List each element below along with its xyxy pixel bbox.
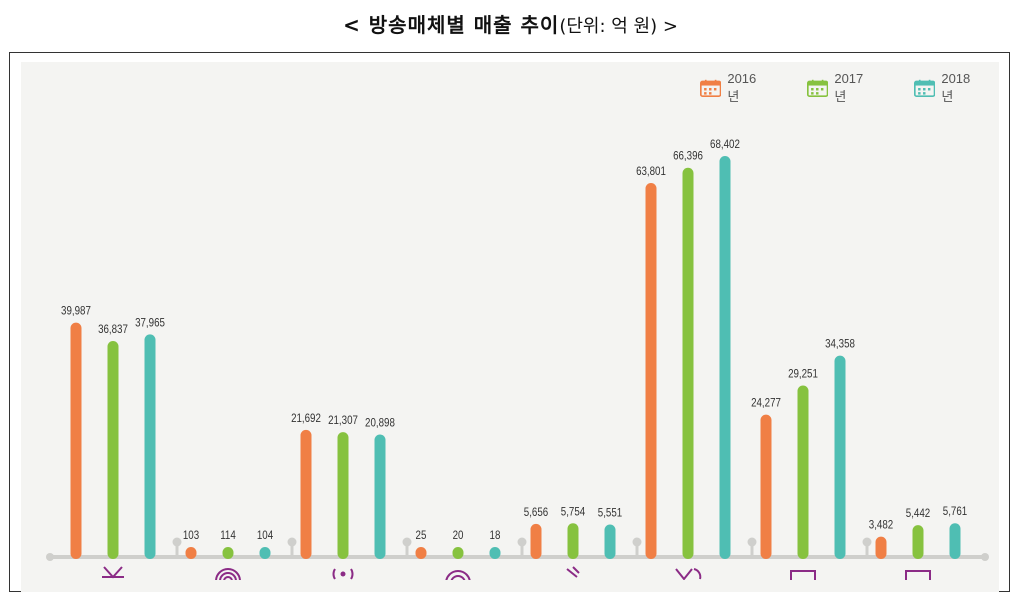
- bar-2018-3: [489, 547, 501, 559]
- data-label-2016-0: 39,987: [61, 305, 91, 318]
- satellite-wave-icon: [445, 570, 471, 580]
- data-label-2018-6: 34,358: [825, 338, 855, 351]
- data-label-2016-7: 3,482: [869, 519, 893, 532]
- data-label-2017-6: 29,251: [788, 368, 818, 381]
- calendar-icon: [914, 79, 936, 98]
- bar-2017-3: [452, 547, 464, 559]
- bar-2018-4: [604, 524, 616, 559]
- bar-chart: 39,987 103 21,692 25 5,656 63,801 24,277 3,482 3…: [46, 138, 989, 580]
- data-label-2016-2: 21,692: [291, 412, 321, 425]
- bar-2018-5: [719, 156, 731, 559]
- bar-2018-1: [259, 547, 271, 559]
- bar-2016-6: [760, 414, 772, 559]
- legend-label-2018: 2018년: [941, 71, 971, 104]
- bar-2017-5: [682, 167, 694, 559]
- data-label-2016-3: 25: [416, 529, 427, 542]
- data-label-2017-3: 20: [453, 529, 464, 542]
- legend-item-2016: 2016년: [700, 71, 761, 104]
- calendar-icon: [700, 79, 722, 98]
- legend-label-2016: 2016년: [727, 71, 757, 104]
- bar-2017-4: [567, 523, 579, 559]
- calendar-icon: [807, 79, 829, 98]
- data-label-2016-5: 63,801: [636, 165, 666, 178]
- data-label-2018-1: 104: [257, 529, 273, 542]
- data-label-2017-1: 114: [220, 529, 236, 542]
- legend-label-2017: 2017년: [834, 71, 864, 104]
- group-separator-head: [402, 537, 412, 547]
- data-label-2018-5: 68,402: [710, 138, 740, 151]
- monitor-icon: [790, 570, 816, 580]
- group-separator-head: [172, 537, 182, 547]
- bar-2016-2: [300, 429, 312, 559]
- legend-item-2018: 2018년: [914, 71, 975, 104]
- bar-2018-7: [949, 523, 961, 559]
- group-separator-head: [862, 537, 872, 547]
- bar-2016-3: [415, 547, 427, 559]
- bar-2018-2: [374, 434, 386, 559]
- group-separator-head: [747, 537, 757, 547]
- bar-2016-7: [875, 536, 887, 559]
- bar-2016-1: [185, 547, 197, 559]
- data-label-2017-5: 66,396: [673, 150, 703, 163]
- data-label-2017-4: 5,754: [561, 506, 585, 519]
- group-separator-head: [517, 537, 527, 547]
- bar-2017-1: [222, 547, 234, 559]
- data-label-2016-1: 103: [183, 529, 199, 542]
- axis-end-dot: [46, 553, 54, 561]
- radio-wave-icon: [215, 568, 241, 580]
- broadcast-icon: [332, 568, 354, 580]
- legend-item-2017: 2017년: [807, 71, 868, 104]
- bar-2017-7: [912, 525, 924, 559]
- tv-antenna-icon: [102, 566, 124, 579]
- bar-2017-2: [337, 432, 349, 559]
- data-label-2016-4: 5,656: [524, 506, 548, 519]
- group-separator-head: [287, 537, 297, 547]
- satellite-dish-icon: [566, 566, 580, 578]
- bar-2017-6: [797, 385, 809, 559]
- data-label-2018-7: 5,761: [943, 506, 967, 519]
- data-label-2017-0: 36,837: [98, 323, 128, 336]
- axis-end-dot: [981, 553, 989, 561]
- data-label-2016-6: 24,277: [751, 397, 781, 410]
- cable-wave-icon: [675, 568, 702, 580]
- data-label-2018-2: 20,898: [365, 417, 395, 430]
- bar-2018-6: [834, 355, 846, 559]
- chart-title: < 방송매체별 매출 추이(단위: 억 원) >: [0, 8, 1021, 42]
- group-separator-head: [632, 537, 642, 547]
- bar-2018-0: [144, 334, 156, 559]
- bar-2016-5: [645, 182, 657, 560]
- screen-icon: [905, 570, 931, 580]
- bar-2016-4: [530, 523, 542, 559]
- bar-2017-0: [107, 341, 119, 559]
- data-label-2017-2: 21,307: [328, 414, 358, 427]
- data-label-2018-4: 5,551: [598, 507, 622, 520]
- chart-title-main: < 방송매체별 매출 추이: [343, 13, 560, 37]
- data-label-2018-3: 18: [490, 529, 501, 542]
- data-label-2018-0: 37,965: [135, 317, 165, 330]
- data-label-2017-7: 5,442: [906, 507, 930, 520]
- chart-title-unit: (단위: 억 원) >: [559, 16, 678, 37]
- bar-2016-0: [70, 322, 82, 559]
